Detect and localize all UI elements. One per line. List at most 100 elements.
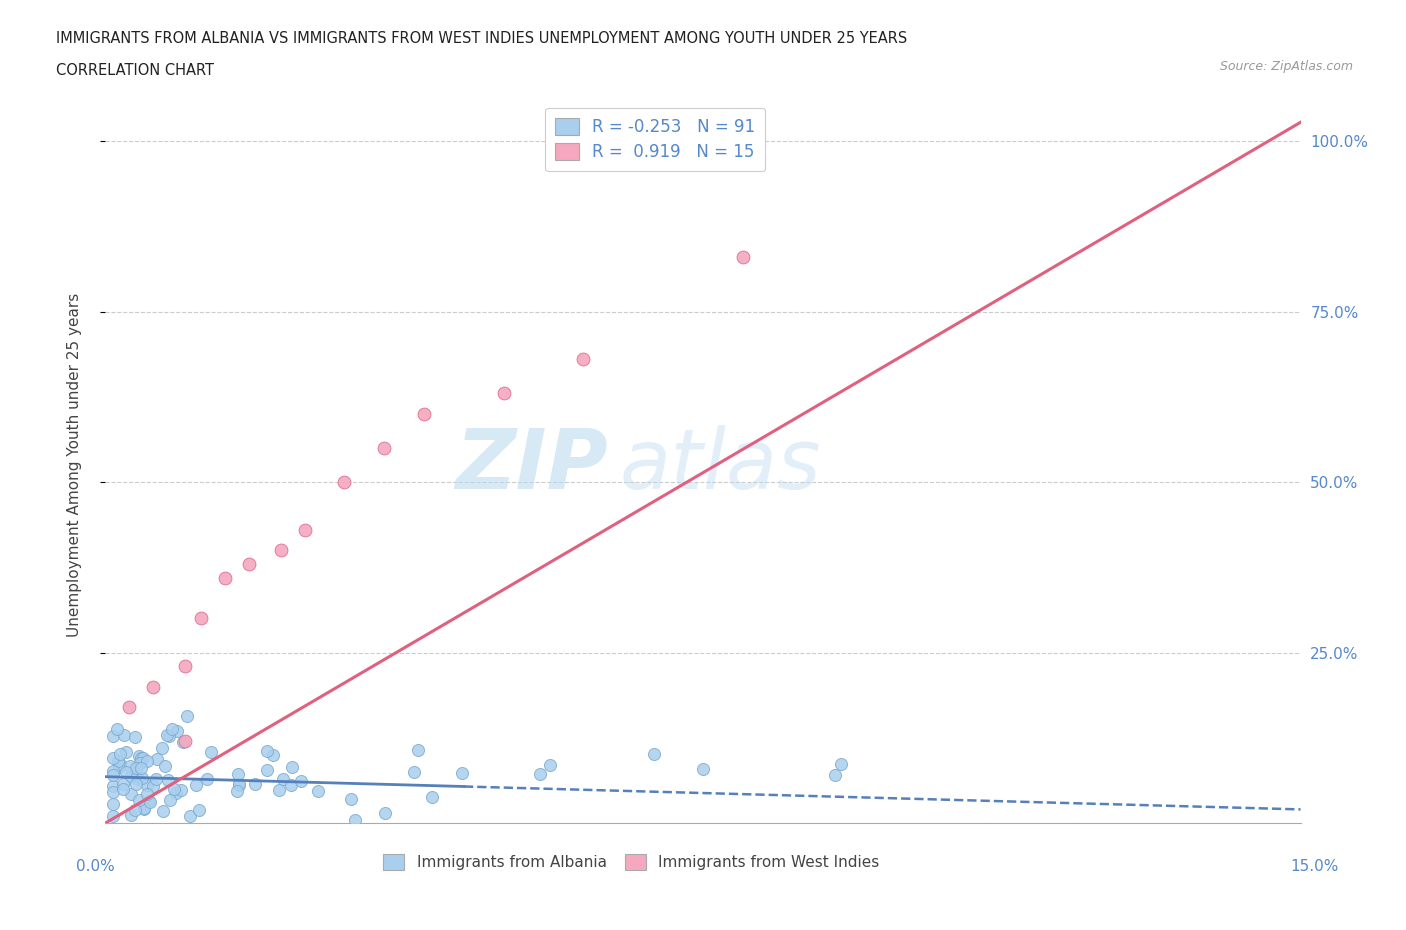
- Legend: Immigrants from Albania, Immigrants from West Indies: Immigrants from Albania, Immigrants from…: [377, 848, 886, 876]
- Point: [238, 556, 260, 571]
- Point: [340, 791, 363, 806]
- Point: [132, 751, 155, 765]
- Text: Source: ZipAtlas.com: Source: ZipAtlas.com: [1219, 60, 1353, 73]
- Point: [120, 808, 142, 823]
- Text: 15.0%: 15.0%: [1291, 859, 1339, 874]
- Point: [373, 441, 395, 456]
- Y-axis label: Unemployment Among Youth under 25 years: Unemployment Among Youth under 25 years: [67, 293, 82, 637]
- Point: [226, 767, 249, 782]
- Point: [128, 749, 150, 764]
- Point: [492, 386, 515, 401]
- Point: [163, 781, 186, 796]
- Text: CORRELATION CHART: CORRELATION CHART: [56, 63, 214, 78]
- Point: [145, 751, 167, 766]
- Point: [159, 792, 181, 807]
- Point: [115, 764, 138, 779]
- Point: [256, 744, 278, 759]
- Point: [228, 777, 250, 791]
- Point: [294, 523, 316, 538]
- Point: [112, 781, 135, 796]
- Point: [108, 759, 131, 774]
- Point: [174, 734, 197, 749]
- Point: [243, 777, 266, 791]
- Point: [572, 352, 595, 366]
- Point: [124, 730, 146, 745]
- Point: [214, 570, 236, 585]
- Point: [135, 753, 157, 768]
- Point: [420, 790, 443, 804]
- Point: [115, 745, 138, 760]
- Point: [129, 761, 152, 776]
- Point: [166, 724, 188, 738]
- Point: [188, 803, 211, 817]
- Point: [529, 767, 551, 782]
- Point: [118, 699, 141, 714]
- Point: [121, 765, 143, 780]
- Point: [824, 767, 846, 782]
- Point: [125, 761, 148, 776]
- Point: [333, 474, 356, 489]
- Point: [103, 797, 125, 812]
- Point: [176, 709, 198, 724]
- Point: [157, 728, 180, 743]
- Text: atlas: atlas: [619, 424, 821, 506]
- Point: [103, 784, 125, 799]
- Point: [118, 758, 141, 773]
- Point: [131, 771, 153, 786]
- Point: [127, 771, 149, 786]
- Point: [344, 812, 367, 827]
- Point: [103, 729, 125, 744]
- Point: [190, 611, 212, 626]
- Point: [111, 777, 134, 791]
- Point: [165, 785, 187, 800]
- Point: [731, 249, 754, 264]
- Point: [267, 783, 290, 798]
- Point: [160, 722, 183, 737]
- Point: [120, 787, 142, 802]
- Point: [225, 783, 247, 798]
- Point: [270, 543, 292, 558]
- Point: [103, 767, 125, 782]
- Point: [256, 763, 278, 777]
- Point: [142, 679, 165, 694]
- Point: [538, 757, 561, 772]
- Point: [413, 406, 436, 421]
- Point: [643, 746, 665, 761]
- Point: [174, 658, 197, 673]
- Point: [135, 777, 157, 792]
- Point: [179, 809, 201, 824]
- Point: [281, 759, 304, 774]
- Point: [125, 777, 148, 791]
- Point: [110, 747, 132, 762]
- Point: [262, 748, 284, 763]
- Point: [450, 765, 472, 780]
- Point: [186, 777, 208, 792]
- Point: [152, 804, 174, 818]
- Point: [157, 773, 180, 788]
- Text: ZIP: ZIP: [454, 424, 607, 506]
- Point: [103, 778, 125, 793]
- Point: [830, 756, 852, 771]
- Point: [132, 801, 155, 816]
- Point: [103, 751, 125, 765]
- Point: [170, 782, 193, 797]
- Point: [290, 773, 312, 788]
- Point: [150, 740, 173, 755]
- Point: [402, 764, 425, 779]
- Point: [271, 772, 294, 787]
- Text: 0.0%: 0.0%: [76, 859, 115, 874]
- Point: [135, 787, 157, 802]
- Point: [129, 751, 152, 765]
- Point: [128, 755, 150, 770]
- Point: [124, 803, 146, 817]
- Point: [134, 802, 156, 817]
- Point: [139, 794, 162, 809]
- Point: [172, 735, 194, 750]
- Point: [195, 772, 218, 787]
- Point: [128, 792, 150, 807]
- Point: [153, 759, 176, 774]
- Point: [108, 757, 131, 772]
- Point: [374, 806, 396, 821]
- Point: [200, 744, 222, 759]
- Point: [105, 722, 128, 737]
